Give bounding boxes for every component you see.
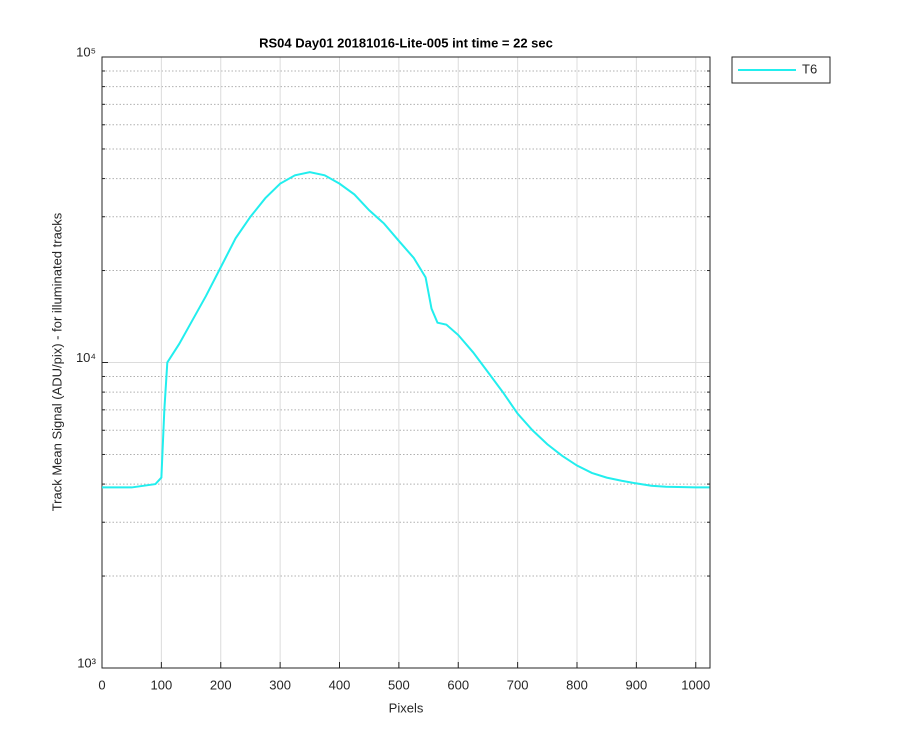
x-tick-label: 1000 xyxy=(681,677,710,692)
x-tick-label: 100 xyxy=(151,677,173,692)
x-tick-label: 0 xyxy=(98,677,105,692)
y-tick-label: 10⁴ xyxy=(76,350,96,365)
y-tick-label: 10⁵ xyxy=(76,44,96,59)
x-tick-label: 800 xyxy=(566,677,588,692)
x-tick-label: 400 xyxy=(329,677,351,692)
series-line xyxy=(102,171,710,489)
x-tick-label: 300 xyxy=(269,677,291,692)
plot-frame xyxy=(101,56,711,669)
x-tick-label: 500 xyxy=(388,677,410,692)
x-tick-label: 900 xyxy=(626,677,648,692)
x-tick-label: 200 xyxy=(210,677,232,692)
y-axis-label: Track Mean Signal (ADU/pix) - for illumi… xyxy=(49,212,64,511)
chart-title: RS04 Day01 20181016-Lite-005 int time = … xyxy=(259,35,553,50)
y-tick-label: 10³ xyxy=(77,655,96,670)
x-tick-label: 700 xyxy=(507,677,529,692)
x-tick-label: 600 xyxy=(447,677,469,692)
x-axis-label: Pixels xyxy=(389,700,424,715)
legend-label: T6 xyxy=(802,61,817,76)
